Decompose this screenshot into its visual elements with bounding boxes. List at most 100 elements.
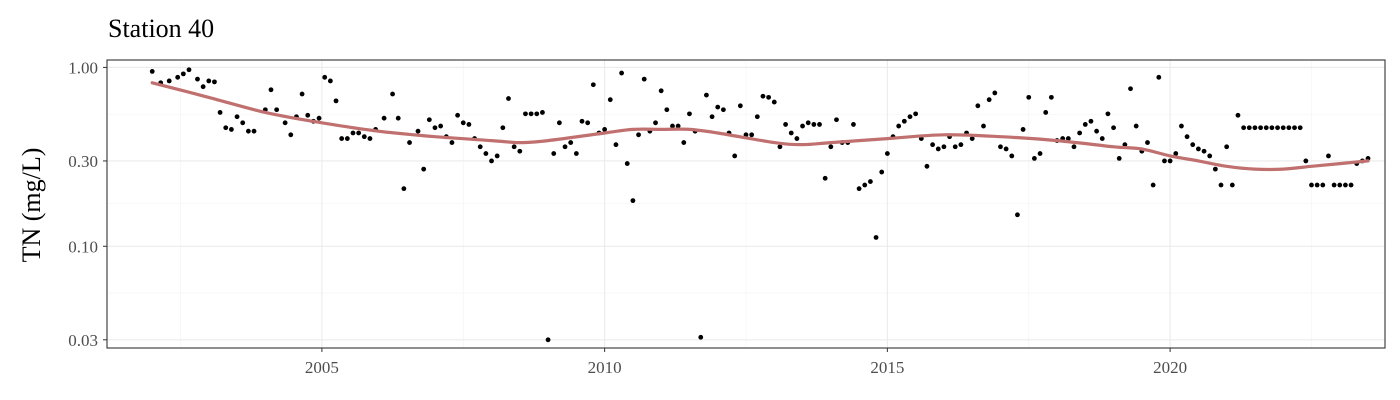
data-point [1162,158,1167,164]
data-point [1286,125,1292,131]
chart-title: Station 40 [108,14,214,43]
plot-panel-border [106,59,1386,349]
data-point [534,111,540,117]
data-point [630,198,636,204]
data-point [975,103,981,109]
data-point [1297,125,1303,131]
data-point [517,148,523,154]
data-point [822,175,828,181]
data-point [1020,127,1026,132]
data-point [720,107,726,113]
data-point [1094,128,1100,134]
data-point [327,78,333,84]
y-tick-label: 0.10 [68,237,98,256]
data-point [1331,182,1337,188]
data-point [432,125,438,131]
data-point [500,125,506,131]
data-point [749,132,755,138]
data-point [941,144,947,150]
x-tick-label: 2010 [588,358,622,377]
data-point [1077,130,1083,136]
data-point [268,87,274,93]
data-point [1246,125,1252,131]
data-point [1309,182,1314,188]
data-point [1026,94,1032,100]
data-point [641,76,647,82]
data-point [333,98,339,104]
y-axis: 0.03 0.10 0.30 1.00 [68,58,107,350]
data-point [551,151,557,156]
data-point [1043,110,1049,115]
data-point [607,97,613,103]
data-point [540,110,545,115]
data-point [709,114,715,120]
data-point [1111,125,1116,131]
data-point [350,130,356,136]
data-point [670,123,675,129]
data-point [1320,182,1326,188]
data-point [681,140,687,145]
data-point [305,112,311,118]
y-tick-label: 0.03 [68,331,98,350]
data-point [288,132,294,138]
data-point [200,84,206,90]
data-point [743,132,749,138]
data-point [1224,144,1230,150]
data-point [421,166,427,172]
data-point [992,90,998,96]
data-point [1150,182,1156,188]
data-point [573,151,579,156]
data-point [229,127,234,132]
data-point [545,337,551,343]
data-point [1207,153,1213,159]
y-axis-label: TN (mg/L) [17,148,46,263]
data-point [602,127,608,132]
data-point [828,144,834,150]
data-point [1218,182,1224,188]
data-point [568,140,574,145]
data-point [856,186,862,192]
data-point [175,74,181,80]
data-point [811,122,817,127]
data-point [884,151,890,156]
data-point [1082,122,1088,127]
data-point [426,117,432,123]
data-point [664,107,670,113]
data-point [186,67,192,73]
data-point [896,123,902,129]
grid-lines [107,60,1385,348]
data-point [344,136,350,141]
data-point [489,158,494,164]
data-point [590,82,596,88]
data-point [149,68,155,74]
data-point [415,128,421,134]
data-point [322,74,328,80]
data-point [1190,142,1196,148]
data-point [766,94,772,100]
data-point [339,136,345,141]
data-point [1263,125,1269,131]
data-point [901,118,907,124]
data-point [794,136,800,141]
data-point [862,182,868,188]
data-point [805,120,811,126]
data-point [1133,123,1139,129]
data-point [952,144,958,150]
data-point [930,142,936,148]
data-point [1269,125,1275,131]
data-point [1088,118,1094,124]
data-point [395,115,401,121]
y-tick-label: 1.00 [68,58,98,77]
data-point [1015,212,1020,218]
data-point [715,104,721,110]
data-point [223,125,229,131]
data-point [913,111,919,117]
data-point [1275,125,1280,131]
data-point [477,144,483,150]
data-point [732,153,738,159]
data-point [506,96,511,101]
data-point [274,107,280,113]
data-point [817,122,822,127]
data-point [234,114,240,120]
data-point [658,88,664,94]
